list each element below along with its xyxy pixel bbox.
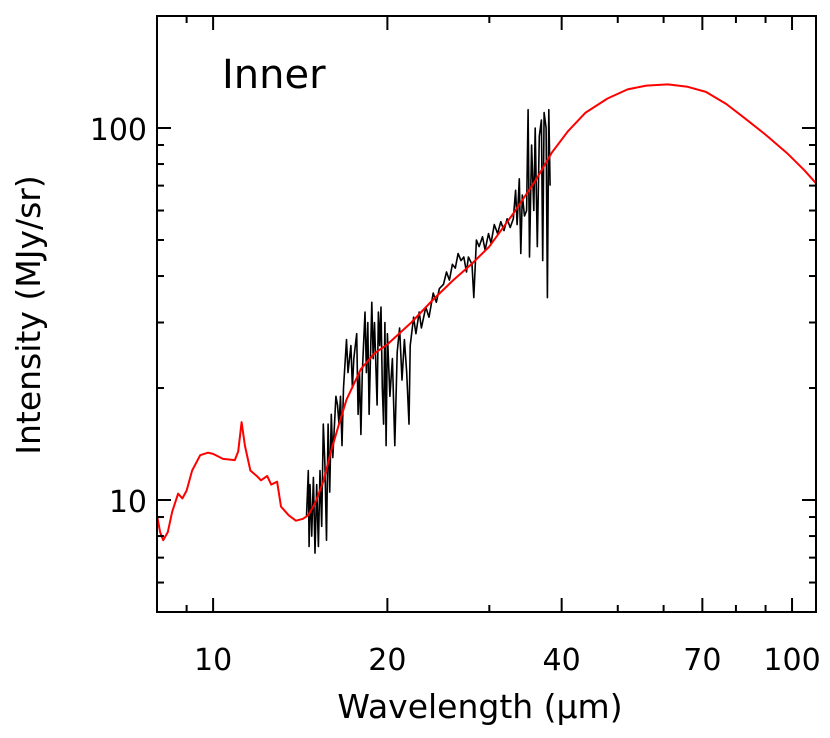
spectrum-line (305, 108, 551, 554)
x-tick-label: 70 (683, 643, 721, 678)
x-tick-label: 10 (194, 643, 232, 678)
y-axis-label: Intensity (MJy/sr) (9, 175, 48, 455)
x-tick-label: 20 (368, 643, 406, 678)
plot-frame (156, 15, 817, 613)
y-tick-label: 10 (109, 485, 147, 520)
x-tick-label: 100 (763, 643, 820, 678)
x-axis-label: Wavelength (μm) (337, 687, 622, 726)
x-tick-label: 40 (543, 643, 581, 678)
chart-title: Inner (222, 52, 326, 98)
y-tick-label: 100 (90, 113, 147, 148)
model-curve (157, 83, 816, 542)
